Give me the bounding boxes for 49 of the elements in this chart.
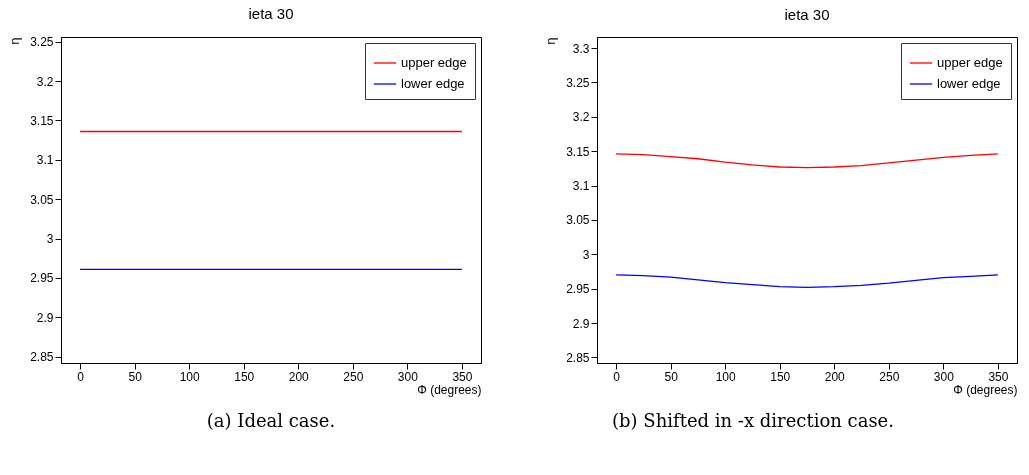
line-series bbox=[615, 274, 999, 288]
y-tick-label: 2.95 bbox=[566, 282, 590, 297]
x-tick-label: 350 bbox=[988, 369, 1009, 384]
legend-label: upper edge bbox=[401, 55, 467, 70]
x-axis-title: Φ (degrees) bbox=[953, 382, 1018, 397]
x-tick-label: 100 bbox=[715, 369, 737, 384]
y-tick-label: 3.15 bbox=[30, 113, 54, 128]
x-tick-label: 300 bbox=[933, 369, 955, 384]
x-tick-label: 150 bbox=[234, 369, 255, 384]
y-tick-label: 3 bbox=[46, 232, 54, 247]
x-tick-label: 0 bbox=[77, 369, 85, 384]
y-tick-label: 3.2 bbox=[572, 110, 590, 125]
x-tick-label: 350 bbox=[452, 369, 473, 384]
chart-title: ieta 30 bbox=[248, 4, 294, 22]
x-tick-label: 100 bbox=[179, 369, 201, 384]
y-tick-label: 3.25 bbox=[30, 35, 54, 50]
x-tick-label: 0 bbox=[613, 369, 621, 384]
x-tick-label: 200 bbox=[288, 369, 310, 384]
y-tick-label: 2.85 bbox=[30, 350, 54, 365]
x-tick-label: 50 bbox=[128, 369, 143, 384]
x-tick-label: 250 bbox=[343, 369, 364, 384]
x-tick-label: 250 bbox=[879, 369, 900, 384]
y-tick-label: 3.2 bbox=[36, 74, 54, 89]
y-tick-label: 2.9 bbox=[36, 310, 54, 325]
y-tick-label: 3.25 bbox=[566, 75, 590, 90]
y-tick-label: 3.1 bbox=[572, 179, 590, 194]
chart-title: ieta 30 bbox=[784, 6, 830, 23]
line-series bbox=[615, 153, 999, 169]
x-tick-label: 200 bbox=[824, 369, 846, 384]
y-tick-label: 3 bbox=[582, 247, 590, 262]
text: (a) Ideal case. bbox=[206, 410, 336, 431]
y-tick-label: 3.05 bbox=[566, 213, 590, 228]
y-axis-title: η bbox=[543, 37, 559, 45]
legend-label: upper edge bbox=[937, 55, 1003, 70]
y-tick-label: 2.85 bbox=[566, 351, 590, 365]
y-tick-label: 3.1 bbox=[36, 153, 54, 168]
legend-label: lower edge bbox=[401, 76, 465, 91]
y-tick-label: 3.05 bbox=[30, 192, 54, 207]
y-tick-label: 2.9 bbox=[572, 316, 590, 331]
text: (b) Shifted in -x direction case. bbox=[612, 410, 894, 431]
x-tick-label: 150 bbox=[770, 369, 791, 384]
x-tick-label: 50 bbox=[664, 369, 679, 384]
x-tick-label: 300 bbox=[397, 369, 419, 384]
x-axis-title: Φ (degrees) bbox=[417, 382, 482, 397]
y-tick-label: 2.95 bbox=[30, 271, 54, 286]
y-tick-label: 3.15 bbox=[566, 144, 590, 159]
y-tick-label: 3.3 bbox=[572, 41, 590, 56]
y-axis-title: η bbox=[7, 37, 23, 45]
legend-label: lower edge bbox=[937, 76, 1001, 91]
